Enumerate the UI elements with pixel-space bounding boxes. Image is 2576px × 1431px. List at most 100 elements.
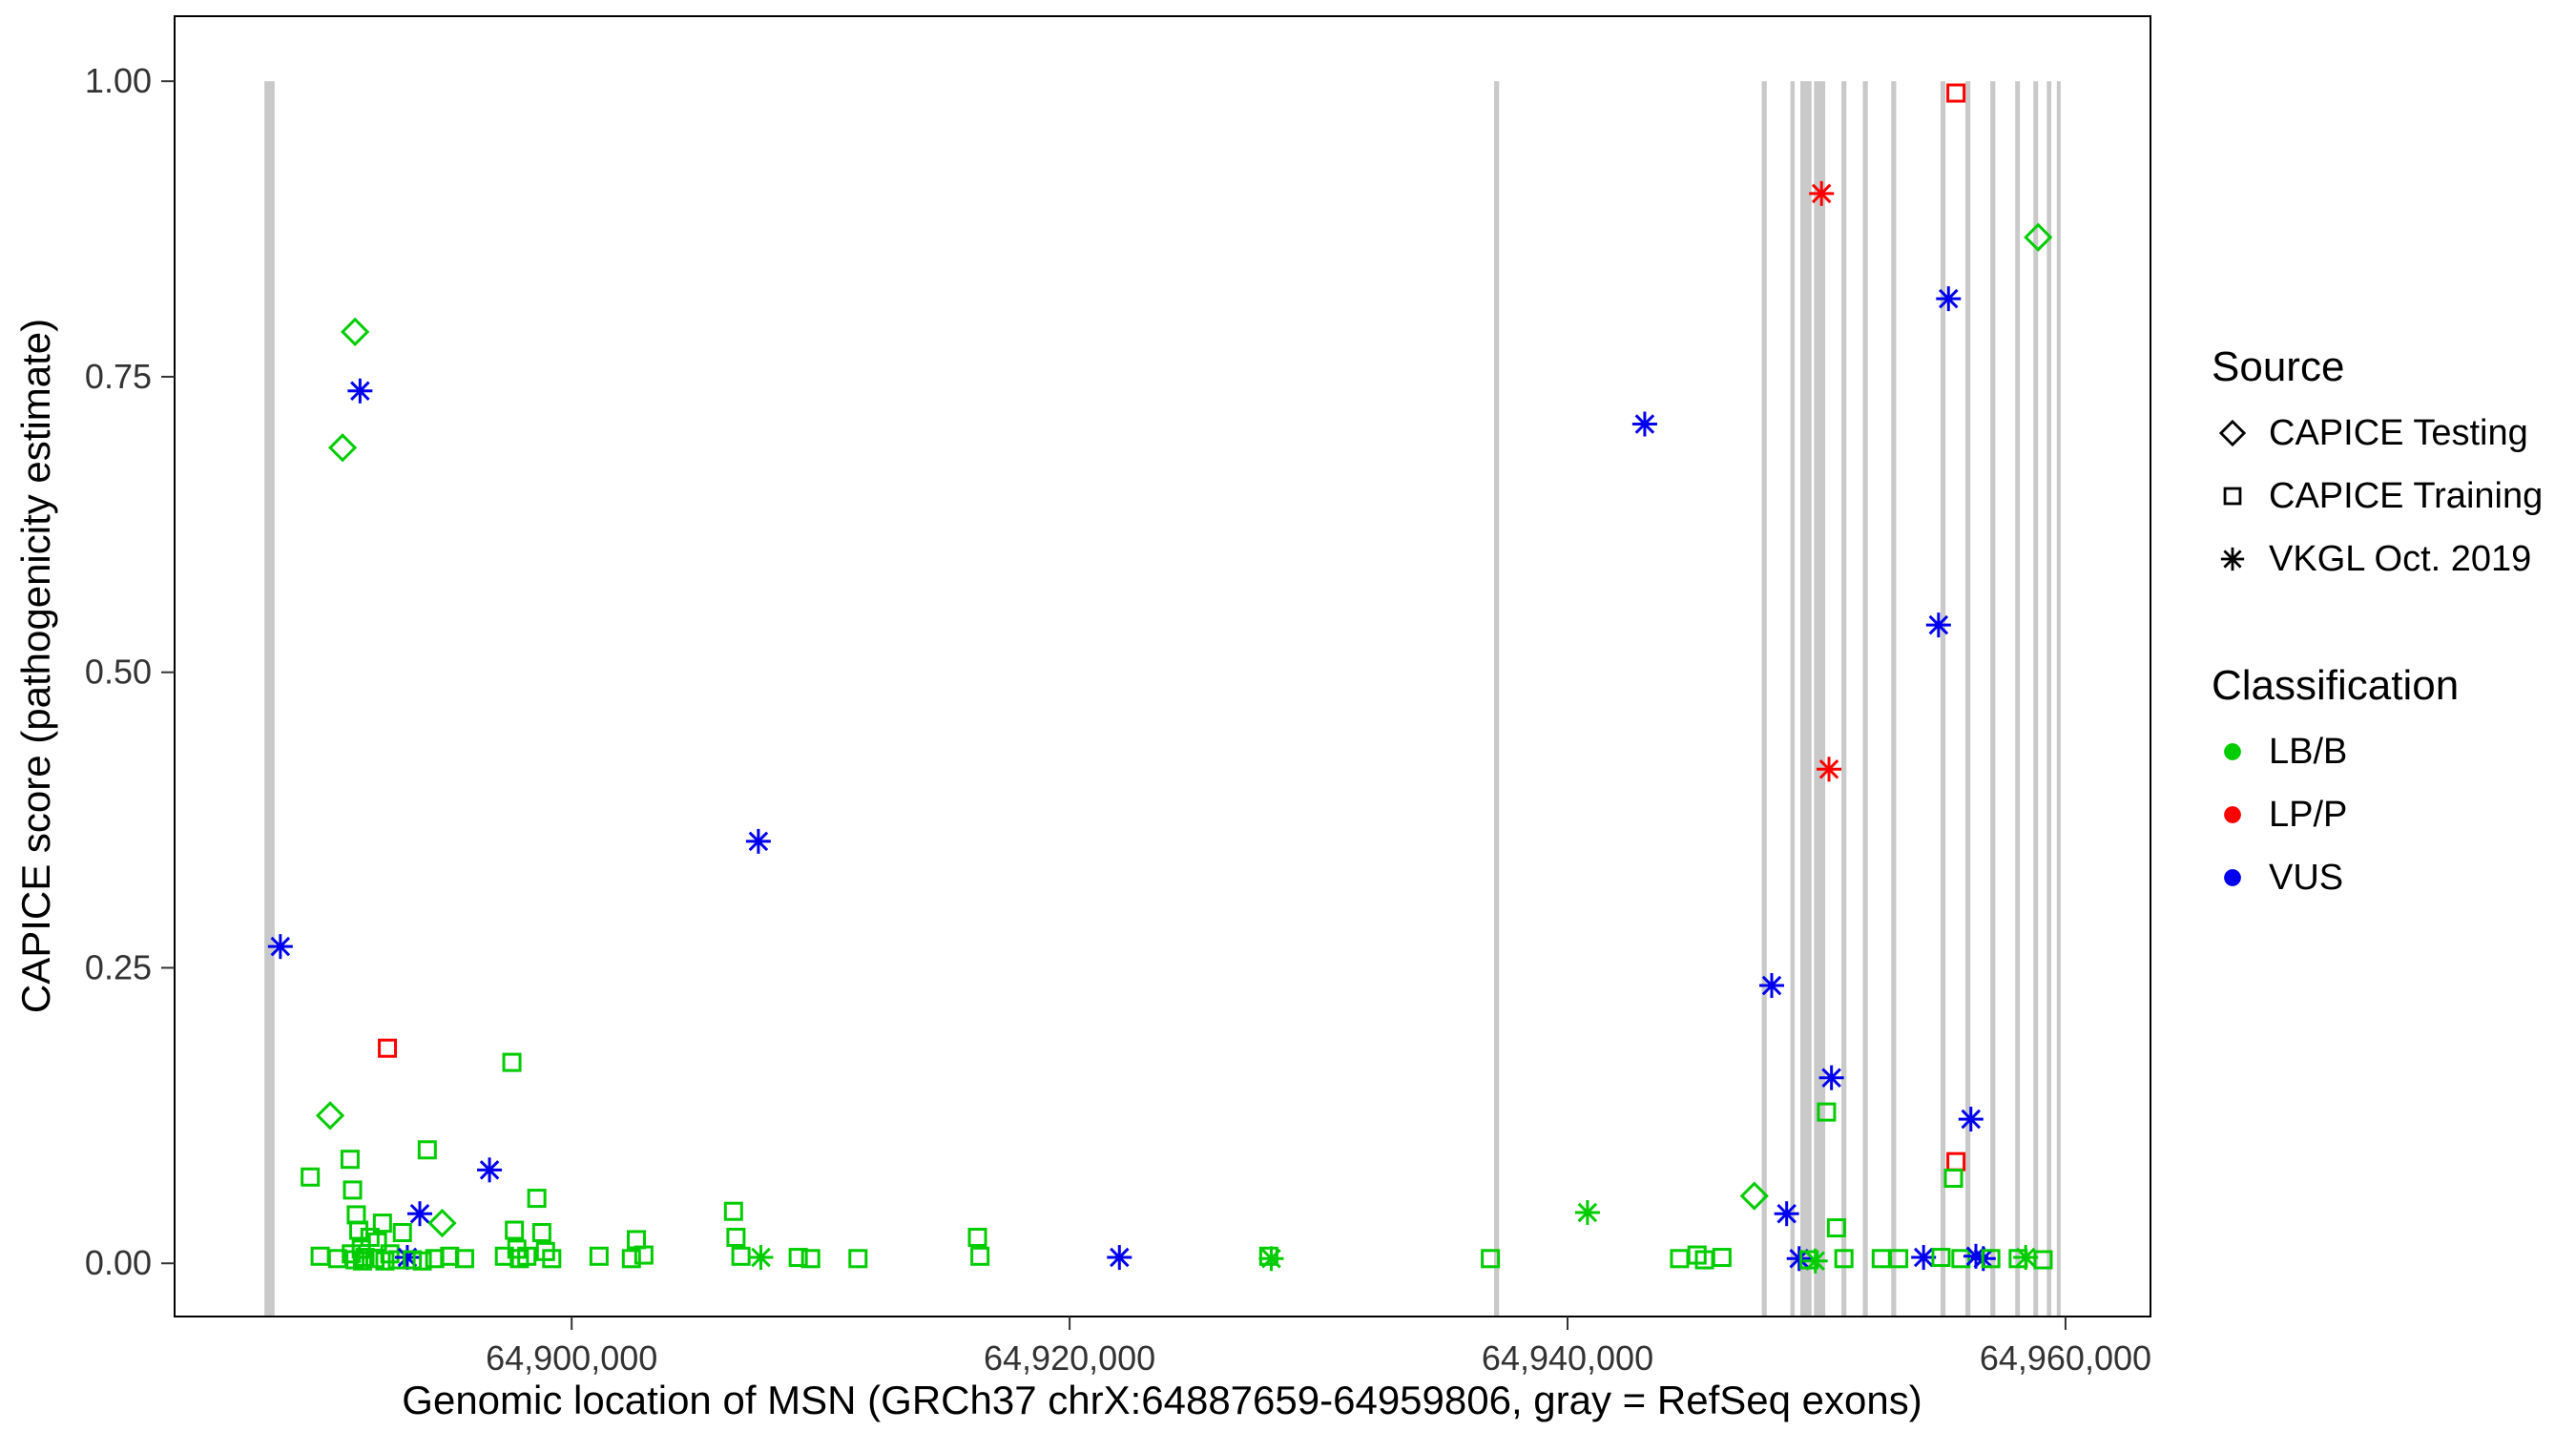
- square-marker: [505, 1220, 525, 1240]
- asterisk-icon: [2220, 547, 2245, 571]
- panel-border-rect: [174, 15, 2151, 1317]
- square-marker: [517, 1246, 537, 1266]
- exon-bar: [2046, 81, 2052, 1317]
- square-marker: [2223, 487, 2242, 506]
- square-marker: [1946, 1151, 1966, 1172]
- asterisk-marker: [1107, 1245, 1132, 1271]
- diamond-marker: [427, 1208, 457, 1238]
- square-marker: [378, 1038, 398, 1058]
- exon-bar: [1862, 81, 1868, 1317]
- exon-bar: [1814, 81, 1826, 1317]
- square-marker: [1943, 1169, 1963, 1189]
- square-icon: [2223, 487, 2242, 506]
- diamond-icon: [2218, 419, 2247, 447]
- legend-classification-group: Classification LB/B LP/P VUS: [2212, 662, 2543, 920]
- square-marker: [1817, 1102, 1837, 1122]
- asterisk-marker: [1817, 757, 1842, 782]
- exon-bar: [1800, 81, 1812, 1317]
- asterisk-marker: [347, 378, 373, 404]
- square-marker: [731, 1246, 751, 1266]
- blue-dot-icon: [2224, 869, 2241, 886]
- asterisk-marker: [2220, 547, 2245, 571]
- legend-item-label: VKGL Oct. 2019: [2269, 538, 2532, 579]
- square-marker: [967, 1227, 987, 1247]
- square-marker: [352, 1251, 372, 1271]
- square-marker: [1712, 1248, 1732, 1268]
- square-marker: [392, 1223, 412, 1243]
- asterisk-marker: [1631, 411, 1657, 437]
- square-marker: [634, 1245, 654, 1265]
- square-marker: [542, 1249, 562, 1269]
- y-tick-label: 0.00: [85, 1243, 152, 1282]
- asterisk-marker: [1809, 180, 1835, 206]
- square-marker: [417, 1140, 437, 1160]
- asterisk-marker: [1818, 1065, 1844, 1090]
- exon-bar: [1790, 81, 1796, 1317]
- square-marker: [627, 1230, 647, 1250]
- exon-bar: [1891, 81, 1897, 1317]
- exon-bar: [1990, 81, 1996, 1317]
- legend-item-label: VUS: [2269, 857, 2344, 898]
- y-tick-label: 1.00: [85, 61, 152, 100]
- asterisk-marker: [1574, 1199, 1600, 1225]
- square-marker: [1889, 1249, 1909, 1269]
- exon-bar: [1494, 81, 1500, 1317]
- green-dot-icon: [2224, 743, 2241, 760]
- square-marker: [1258, 1246, 1278, 1266]
- square-marker: [403, 1250, 423, 1270]
- legend-item-label: LB/B: [2269, 731, 2348, 772]
- asterisk-marker: [1936, 286, 1962, 312]
- panel-border: [174, 15, 2151, 1317]
- square-marker: [527, 1189, 547, 1209]
- asterisk-marker: [745, 828, 771, 854]
- y-tick-label: 0.50: [85, 653, 152, 692]
- axes: 64,900,000 64,920,000 64,940,000 64,960,000…: [85, 61, 2151, 1378]
- legend: Source CAPICE Testing CAPICE Training VK…: [2212, 343, 2543, 920]
- exon-bar: [264, 81, 275, 1317]
- square-marker: [1951, 1249, 1971, 1269]
- square-marker: [2033, 1250, 2053, 1270]
- legend-item-vkgl: VKGL Oct. 2019: [2212, 538, 2543, 580]
- square-marker: [1981, 1249, 2001, 1269]
- square-marker: [1931, 1248, 1951, 1268]
- legend-source-group: Source CAPICE Testing CAPICE Training VK…: [2212, 343, 2543, 601]
- square-marker: [848, 1249, 868, 1269]
- legend-item-lpp: LP/P: [2212, 794, 2543, 836]
- square-marker: [970, 1246, 990, 1266]
- circle-marker: [2224, 743, 2241, 760]
- x-tick-label: 64,900,000: [486, 1338, 657, 1378]
- diamond-marker: [2024, 222, 2053, 252]
- asterisk-marker: [748, 1245, 774, 1271]
- exon-bar: [2056, 81, 2061, 1317]
- x-tick-label: 64,920,000: [984, 1338, 1155, 1378]
- diamond-marker: [327, 433, 358, 463]
- square-marker: [1670, 1249, 1690, 1269]
- asterisk-marker: [1258, 1246, 1284, 1272]
- exon-bar: [1841, 81, 1847, 1317]
- square-marker: [1826, 1218, 1846, 1238]
- square-marker: [589, 1246, 609, 1266]
- y-axis-title: CAPICE score (pathogenicity estimate): [13, 319, 58, 1013]
- square-marker: [1481, 1249, 1501, 1269]
- square-marker: [310, 1246, 330, 1266]
- x-axis-title: Genomic location of MSN (GRCh37 chrX:648…: [402, 1378, 1922, 1422]
- exon-bar: [2033, 81, 2039, 1317]
- legend-item-capice-testing: CAPICE Testing: [2212, 412, 2543, 454]
- exon-bar: [1965, 81, 1971, 1317]
- square-marker: [531, 1223, 551, 1243]
- asterisk-marker: [1774, 1201, 1799, 1227]
- legend-item-capice-training: CAPICE Training: [2212, 475, 2543, 517]
- square-marker: [1946, 83, 1966, 103]
- legend-item-label: LP/P: [2269, 794, 2348, 835]
- square-marker: [788, 1248, 808, 1268]
- diamond-marker: [315, 1101, 345, 1130]
- refseq-exon-bars: [264, 81, 2061, 1317]
- square-marker: [800, 1249, 821, 1269]
- square-marker: [621, 1249, 641, 1269]
- square-marker: [1834, 1249, 1854, 1269]
- square-marker: [1871, 1249, 1891, 1269]
- asterisk-marker: [1759, 973, 1785, 999]
- red-dot-icon: [2224, 806, 2241, 823]
